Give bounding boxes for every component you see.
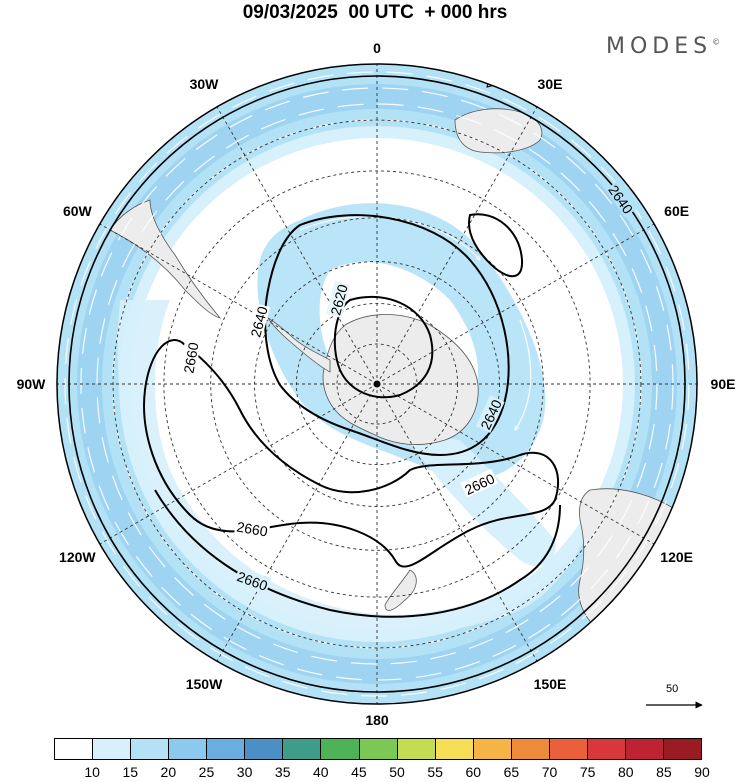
latitude-circle: [210, 217, 544, 551]
contour-label: 2660: [180, 341, 201, 375]
geopotential-contours: [68, 75, 686, 693]
contour-label: 2640: [247, 304, 271, 338]
colorbar-tick-label: 80: [617, 764, 634, 780]
colorbar: [54, 738, 702, 760]
meridian-line: [216, 106, 378, 385]
colorbar-swatch: [93, 739, 132, 759]
longitude-label: 30W: [189, 76, 219, 93]
streamline-ring-3: [96, 103, 658, 665]
contour-label: 2620: [327, 282, 351, 316]
colorbar-tick-label: 70: [541, 764, 558, 780]
streamline-vortex-2: [515, 319, 532, 430]
contour-label: 2640: [483, 67, 517, 91]
longitude-label: 120E: [660, 549, 693, 565]
colorbar-tick-label: 15: [122, 764, 139, 780]
longitude-label: 90E: [710, 376, 736, 392]
colorbar-tick-label: 85: [656, 764, 672, 780]
colorbar-swatch: [207, 739, 246, 759]
colorbar-swatch: [435, 739, 474, 759]
colorbar-tick-label: 10: [84, 764, 100, 780]
south-america: [109, 199, 222, 319]
colorbar-swatch: [511, 739, 550, 759]
colorbar-swatch: [321, 739, 360, 759]
meridian-line: [376, 383, 655, 545]
brand-mark: ©: [712, 37, 721, 47]
meridian-line: [216, 383, 378, 662]
reference-vector-label: 50: [666, 683, 679, 695]
colorbar-tick-label: 25: [198, 764, 215, 780]
contour-2660: [143, 339, 560, 568]
meridian-line: [376, 106, 538, 385]
colorbar-swatch: [55, 739, 94, 759]
colorbar-swatch: [473, 739, 512, 759]
contour-2660-south: [154, 489, 561, 618]
brand-name: MODES: [606, 34, 713, 59]
colorbar-swatch: [587, 739, 626, 759]
contour-2640-outer: [68, 75, 686, 693]
streamline-vortex-1: [299, 216, 480, 260]
map-border: [56, 63, 698, 705]
contour-label: 2660: [235, 518, 269, 539]
colorbar-swatch: [131, 739, 170, 759]
colorbar-tick-label: 40: [313, 764, 329, 780]
meridian-line: [99, 383, 378, 545]
colorbar-swatch: [664, 739, 702, 759]
longitude-label: 150W: [185, 675, 223, 692]
south-pole-marker: [373, 380, 381, 388]
longitude-label: 180: [365, 712, 389, 728]
longitude-label: 60W: [62, 203, 92, 219]
graticule: [57, 64, 697, 704]
longitude-label: 0: [373, 40, 381, 56]
longitude-label: 60E: [664, 203, 690, 219]
colorbar-swatch: [359, 739, 398, 759]
contour-2640-cutoff: [468, 213, 524, 278]
brand-logo: MODES©: [606, 34, 720, 59]
colorbar-tick-label: 55: [427, 764, 443, 780]
new-zealand: [384, 569, 417, 611]
longitude-label: 30E: [537, 76, 563, 93]
colorbar-tick-label: 45: [351, 764, 367, 780]
colorbar-tick-label: 60: [465, 764, 482, 780]
colorbar-swatch: [397, 739, 436, 759]
colorbar-tick-label: 90: [694, 764, 710, 780]
meridian-line: [99, 223, 378, 385]
meridian-line: [376, 223, 655, 385]
longitude-label: 120W: [59, 549, 96, 565]
africa-south: [454, 108, 543, 154]
colorbar-swatch: [245, 739, 284, 759]
colorbar-tick-label: 20: [160, 764, 177, 780]
colorbar-tick-label: 65: [503, 764, 520, 780]
latitude-circle: [163, 170, 591, 598]
meridian-line: [376, 383, 538, 662]
map-title: 09/03/2025 00 UTC + 000 hrs: [242, 2, 508, 23]
antarctica: [322, 314, 479, 445]
longitude-label: 90W: [16, 376, 46, 392]
contour-2620: [333, 295, 434, 399]
colorbar-tick-label: 35: [274, 764, 291, 780]
colorbar-swatch: [625, 739, 664, 759]
colorbar-swatch: [283, 739, 322, 759]
colorbar-tick-label: 50: [389, 764, 405, 780]
latitude-circle: [112, 119, 642, 649]
colorbar-swatch: [549, 739, 588, 759]
colorbar-tick-label: 75: [579, 764, 596, 780]
colorbar-swatch: [169, 739, 208, 759]
colorbar-tick-label: 30: [236, 764, 253, 780]
longitude-label: 150E: [533, 675, 567, 692]
antarctic-peninsula: [267, 317, 331, 373]
